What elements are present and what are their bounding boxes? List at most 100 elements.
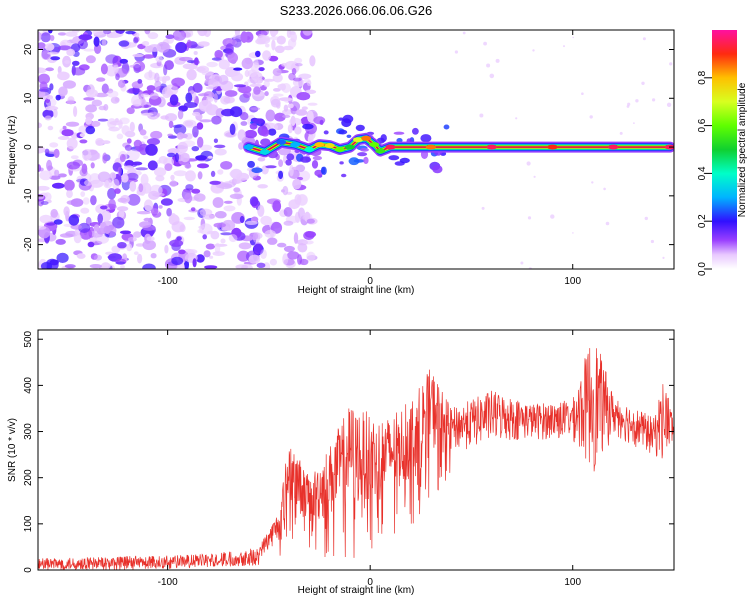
noise-blob [119,230,132,235]
noise-blob [205,243,216,250]
noise-dot [481,206,485,210]
noise-blob [49,175,61,180]
noise-blob [80,207,90,214]
colorbar-tick-label: 0.0 [697,262,708,276]
noise-blob [110,96,120,104]
noise-blob [221,219,236,231]
noise-blob [70,155,79,160]
noise-blob [306,80,312,86]
noise-blob [238,85,252,94]
noise-blob [44,115,52,121]
noise-dot [662,256,665,259]
noise-blob [107,32,121,39]
noise-blob [78,222,91,233]
noise-blob [92,30,104,36]
noise-blob [307,102,318,106]
noise-blob [184,193,193,204]
ridge-point [353,137,363,143]
noise-blob [97,171,111,183]
noise-blob [229,106,243,118]
y-tick-label: 0 [23,567,34,573]
transition-blob [339,161,344,165]
x-tick-label: 100 [564,577,581,588]
noise-blob [143,217,151,222]
transition-blob [278,170,284,180]
noise-blob [57,173,67,178]
noise-blob [249,196,259,207]
noise-blob [186,69,197,81]
noise-blob [68,214,80,226]
noise-blob [102,152,108,164]
noise-blob [228,234,238,243]
noise-blob [209,180,221,185]
transition-blob [286,153,295,161]
noise-dot [652,98,656,102]
noise-blob [48,30,53,34]
noise-blob [123,165,134,171]
noise-blob [103,225,111,234]
noise-blob [137,253,143,264]
noise-dot [550,214,555,219]
snr-y-ticks: 0 100 200 300 400 500 [23,330,674,573]
noise-dot [666,102,672,108]
transition-blob [380,134,387,143]
noise-blob [44,148,50,154]
noise-blob [282,253,289,265]
noise-blob [53,219,63,225]
noise-blob [231,72,244,82]
ridge-point [486,144,497,150]
noise-blob [93,254,102,261]
y-tick-label: 500 [23,330,34,347]
noise-blob [220,95,231,105]
noise-blob [43,192,52,202]
noise-blob [109,172,117,180]
noise-blob [133,37,139,44]
noise-blob [126,107,135,115]
noise-blob [274,112,286,122]
noise-blob [142,41,150,46]
noise-blob [143,199,154,212]
noise-dot [626,105,630,108]
noise-dot [603,187,606,191]
noise-blob [154,167,167,177]
spectrogram-x-label: Height of straight line (km) [298,285,415,296]
noise-blob [119,153,126,163]
transition-blob [300,156,311,163]
transition-blob [323,130,329,135]
noise-blob [103,30,112,35]
noise-blob [87,241,95,248]
noise-blob [146,85,156,92]
noise-blob [274,45,285,54]
noise-blob [73,106,78,117]
noise-blob [149,92,159,100]
noise-blob [47,165,53,170]
y-tick-label: 20 [23,44,34,56]
noise-blob [169,239,184,247]
noise-dot [526,161,531,166]
noise-blob [101,262,111,269]
noise-blob [180,152,190,163]
noise-blob [260,30,269,36]
noise-blob [154,80,162,90]
noise-blob [282,114,291,118]
noise-dot [483,41,487,46]
transition-blob [388,155,400,161]
noise-blob [127,193,141,206]
noise-dot [563,45,565,48]
noise-dot [591,181,594,184]
noise-blob [195,254,205,263]
noise-blob [277,83,286,90]
x-tick-label: -100 [158,276,178,287]
noise-blob [272,68,282,77]
noise-blob [250,107,261,111]
noise-blob [76,253,86,259]
x-tick-label: 0 [367,577,373,588]
snr-series-line [38,348,674,570]
noise-blob [133,231,142,238]
noise-blob [270,30,277,37]
noise-blob [64,179,75,191]
ridge-point [324,143,335,149]
ridge-point [369,142,380,148]
noise-blob [117,242,127,249]
snr-marks [38,348,674,570]
